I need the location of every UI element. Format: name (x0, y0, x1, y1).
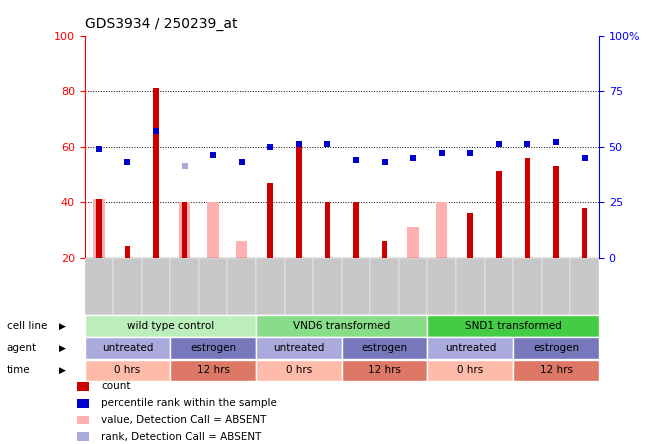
Bar (113, 258, 142, 315)
Text: ▶: ▶ (59, 366, 66, 375)
Bar (256, 258, 284, 315)
Text: percentile rank within the sample: percentile rank within the sample (101, 398, 277, 408)
Text: 0 hrs: 0 hrs (115, 365, 141, 375)
Bar (227, 258, 256, 315)
Text: wild type control: wild type control (127, 321, 214, 331)
Bar (399, 258, 428, 315)
Text: value, Detection Call = ABSENT: value, Detection Call = ABSENT (101, 415, 266, 425)
Text: VND6 transformed: VND6 transformed (293, 321, 391, 331)
Bar (96, 199, 102, 258)
Bar (456, 258, 484, 315)
Bar (268, 182, 273, 258)
Bar (325, 202, 330, 258)
Bar (436, 202, 447, 258)
Text: count: count (101, 381, 130, 391)
Bar (342, 258, 370, 315)
Bar (553, 166, 559, 258)
Bar (370, 258, 399, 315)
Text: time: time (7, 365, 30, 375)
Bar (353, 202, 359, 258)
Text: ▶: ▶ (59, 344, 66, 353)
Bar (153, 88, 159, 258)
Bar (208, 202, 219, 258)
Text: agent: agent (7, 343, 36, 353)
Bar (284, 258, 313, 315)
Bar (93, 199, 105, 258)
Bar (171, 258, 199, 315)
Bar (408, 227, 419, 258)
Bar (542, 258, 570, 315)
Bar (381, 241, 387, 258)
Text: 12 hrs: 12 hrs (197, 365, 230, 375)
Bar (85, 258, 113, 315)
Bar (570, 258, 599, 315)
Text: untreated: untreated (102, 343, 153, 353)
Bar (428, 258, 456, 315)
Text: SND1 transformed: SND1 transformed (465, 321, 562, 331)
Bar (296, 144, 302, 258)
Text: 0 hrs: 0 hrs (286, 365, 312, 375)
Text: estrogen: estrogen (533, 343, 579, 353)
Text: estrogen: estrogen (361, 343, 408, 353)
Bar (313, 258, 342, 315)
Text: estrogen: estrogen (190, 343, 236, 353)
Text: untreated: untreated (273, 343, 325, 353)
Text: 0 hrs: 0 hrs (457, 365, 484, 375)
Bar (484, 258, 513, 315)
Text: 12 hrs: 12 hrs (368, 365, 401, 375)
Bar (513, 258, 542, 315)
Bar (236, 241, 247, 258)
Text: untreated: untreated (445, 343, 496, 353)
Bar (182, 202, 187, 258)
Bar (467, 213, 473, 258)
Text: 12 hrs: 12 hrs (540, 365, 573, 375)
Bar (179, 202, 190, 258)
Text: ▶: ▶ (59, 321, 66, 330)
Bar (124, 246, 130, 258)
Text: cell line: cell line (7, 321, 47, 331)
Text: GDS3934 / 250239_at: GDS3934 / 250239_at (85, 17, 237, 31)
Text: rank, Detection Call = ABSENT: rank, Detection Call = ABSENT (101, 432, 261, 442)
Bar (525, 158, 531, 258)
Bar (142, 258, 171, 315)
Bar (199, 258, 227, 315)
Bar (582, 208, 587, 258)
Bar (496, 171, 502, 258)
